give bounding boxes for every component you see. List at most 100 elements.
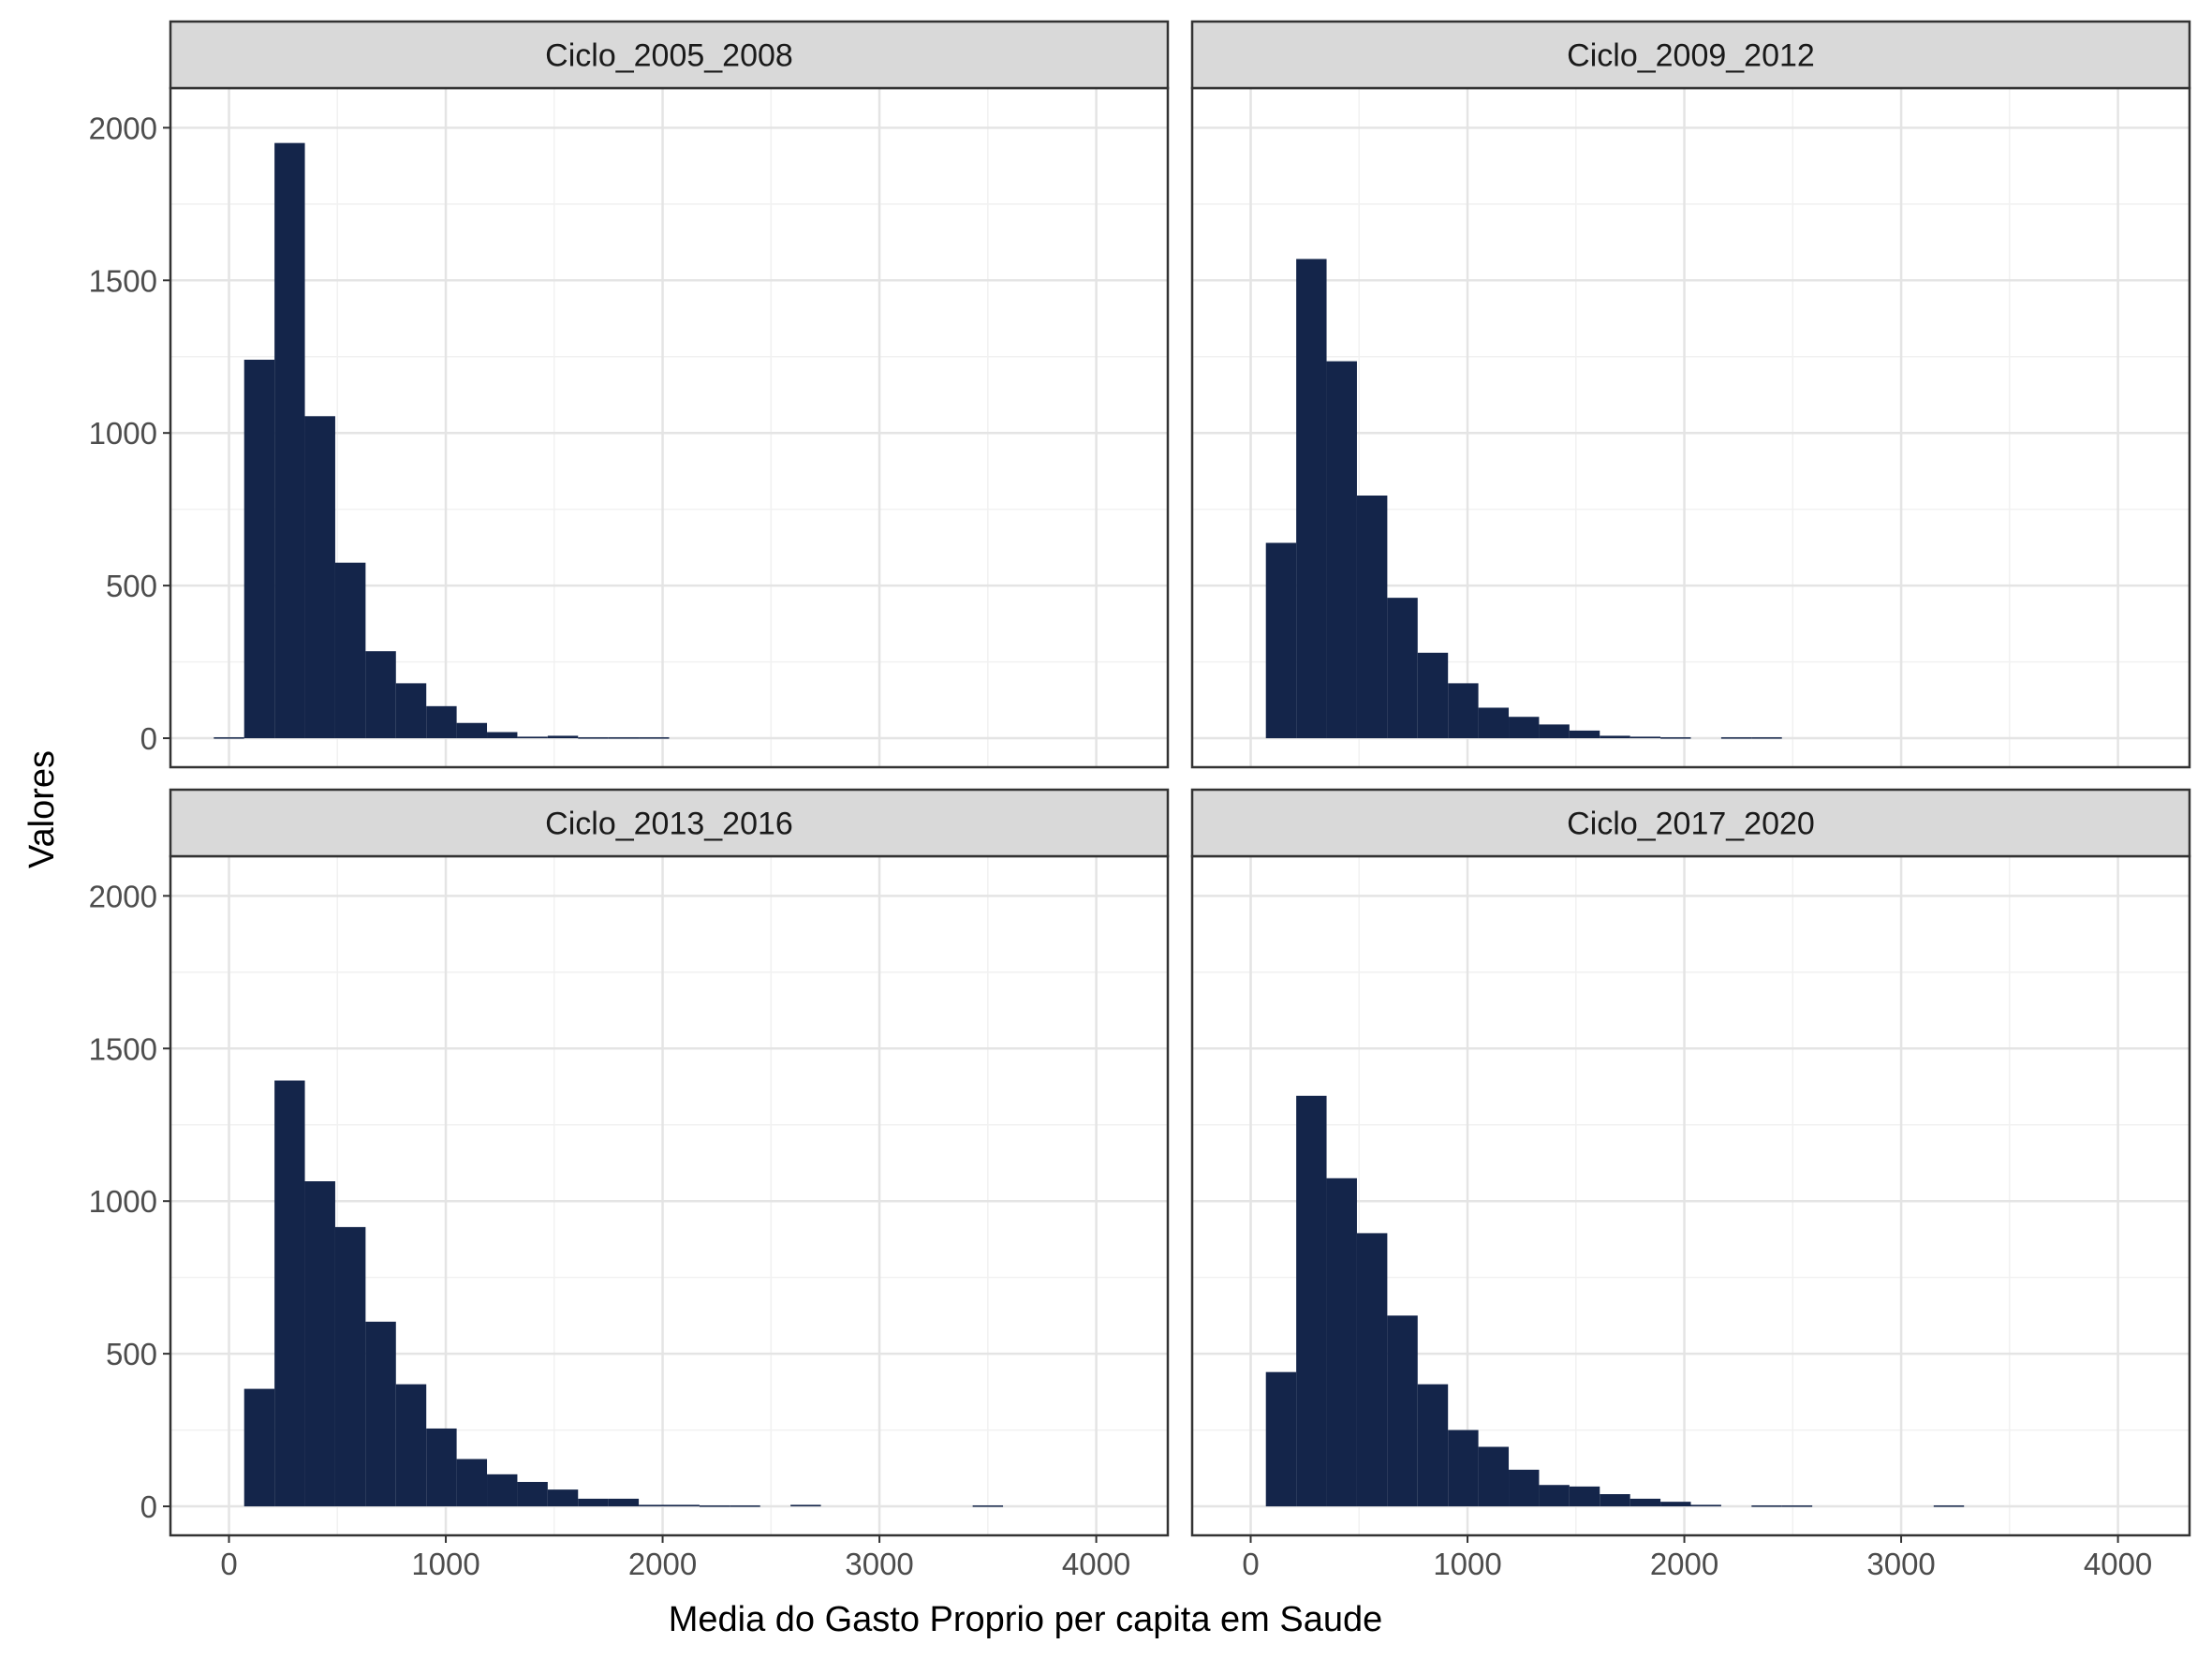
y-tick-label: 2000 (89, 111, 157, 145)
facet-strip (169, 20, 1170, 90)
histogram-bar (334, 1226, 366, 1507)
x-tick-label: 4000 (1062, 1547, 1130, 1581)
histogram-bar (304, 1181, 335, 1507)
facet-strip (1190, 20, 2191, 90)
histogram-bar (334, 562, 366, 739)
histogram-bar (1296, 1095, 1327, 1507)
panel-Ciclo_2017_2020: Ciclo_2017_2020 0 1000 2000 3000 4000 (1190, 788, 2191, 1581)
histogram-bar (730, 1505, 760, 1507)
histogram-bar (1569, 1486, 1600, 1507)
y-tick-label: 1000 (89, 1184, 157, 1219)
histogram-bar (1569, 730, 1600, 739)
y-tick-label: 1000 (89, 416, 157, 451)
histogram-bar (395, 683, 427, 739)
histogram-bar (1356, 1233, 1388, 1507)
x-axis-label: Media do Gasto Proprio per capita em Sau… (669, 1600, 1383, 1639)
histogram-bar (1417, 652, 1449, 739)
y-axis-label: Valores (22, 750, 62, 868)
histogram-bar (547, 1489, 579, 1507)
y-tick-label: 0 (140, 1489, 157, 1524)
histogram-bar (274, 1080, 305, 1507)
histogram-bar (1539, 1485, 1570, 1507)
histogram-bar (699, 1505, 730, 1507)
histogram-bar (547, 735, 579, 739)
histogram-bar (1265, 1371, 1297, 1507)
histogram-bar (1296, 259, 1327, 739)
histogram-bar (1690, 1504, 1721, 1507)
y-tick-label: 0 (140, 721, 157, 756)
histogram-bar (669, 1504, 700, 1507)
histogram-bar (517, 736, 548, 739)
histogram-bar (1720, 737, 1752, 739)
histogram-bar (790, 1504, 821, 1507)
histogram-bar (1509, 1469, 1540, 1507)
x-tick-label: 1000 (411, 1547, 479, 1581)
histogram-bar (1539, 724, 1570, 739)
histogram-bar (365, 651, 396, 739)
histogram-bar (608, 737, 640, 739)
histogram-bar (578, 1498, 609, 1507)
x-tick-label: 3000 (845, 1547, 913, 1581)
histogram-bar (1417, 1384, 1449, 1507)
histogram-bar (243, 1388, 275, 1507)
histogram-bar (395, 1384, 427, 1507)
facet-strip-label: Ciclo_2005_2008 (545, 38, 793, 74)
facet-strip-label: Ciclo_2009_2012 (1567, 38, 1815, 74)
histogram-bar (456, 1459, 488, 1507)
x-tick-label: 2000 (628, 1547, 697, 1581)
y-tick-label: 500 (106, 1337, 157, 1371)
histogram-bar (1751, 737, 1782, 739)
histogram-bar (517, 1481, 548, 1507)
histogram-bar (1448, 683, 1479, 739)
panel-Ciclo_2013_2016: Ciclo_2013_2016 0 500 1000 1500 2000 0 1000 2000… (89, 788, 1170, 1581)
histogram-bar (426, 705, 457, 739)
panel-Ciclo_2009_2012: Ciclo_2009_2012 (1190, 20, 2191, 769)
histogram-bar (1326, 1178, 1357, 1507)
histogram-bar (365, 1321, 396, 1507)
histogram-bar (639, 1504, 670, 1507)
histogram-bar (214, 737, 244, 739)
histogram-bar (1326, 361, 1357, 739)
y-tick-label: 2000 (89, 879, 157, 913)
histogram-bar (1933, 1505, 1965, 1507)
histogram-bar (304, 416, 335, 739)
histogram-bar (1660, 1502, 1691, 1507)
x-tick-label: 0 (220, 1547, 237, 1581)
histogram-bar (1478, 707, 1510, 739)
histogram-bar (1356, 496, 1388, 739)
histogram-bar (1630, 736, 1661, 739)
histogram-bar (608, 1498, 640, 1507)
histogram-bar (1478, 1446, 1510, 1507)
histogram-bar (1509, 717, 1540, 739)
histogram-bar (1600, 1494, 1630, 1507)
x-tick-label: 1000 (1433, 1547, 1501, 1581)
histogram-bar (243, 360, 275, 739)
facet-strip-label: Ciclo_2017_2020 (1567, 807, 1815, 842)
histogram-bar (1781, 1505, 1813, 1507)
facet-strip (1190, 788, 2191, 858)
panel-Ciclo_2005_2008: Ciclo_2005_2008 0 500 1000 1500 2000 (89, 20, 1170, 769)
histogram-bar (274, 142, 305, 739)
histogram-bar (1265, 542, 1297, 739)
histogram-bar (1387, 598, 1418, 739)
histogram-bar (1387, 1315, 1418, 1507)
x-tick-label: 2000 (1650, 1547, 1718, 1581)
x-tick-label: 4000 (2084, 1547, 2152, 1581)
y-tick-label: 1500 (89, 263, 157, 298)
y-tick-label: 1500 (89, 1031, 157, 1066)
histogram-bar (578, 737, 609, 739)
x-tick-label: 0 (1242, 1547, 1259, 1581)
histogram-bar (972, 1505, 1004, 1507)
x-tick-label: 3000 (1866, 1547, 1935, 1581)
histogram-bar (1751, 1505, 1782, 1507)
histogram-bar (1660, 737, 1691, 739)
y-tick-label: 500 (106, 569, 157, 603)
histogram-bar (456, 722, 488, 739)
facet-strip (169, 788, 1170, 858)
histogram-bar (426, 1428, 457, 1507)
histogram-bar (1448, 1429, 1479, 1507)
histogram-bar (1630, 1498, 1661, 1507)
histogram-bar (639, 737, 670, 739)
histogram-bar (1600, 735, 1630, 739)
